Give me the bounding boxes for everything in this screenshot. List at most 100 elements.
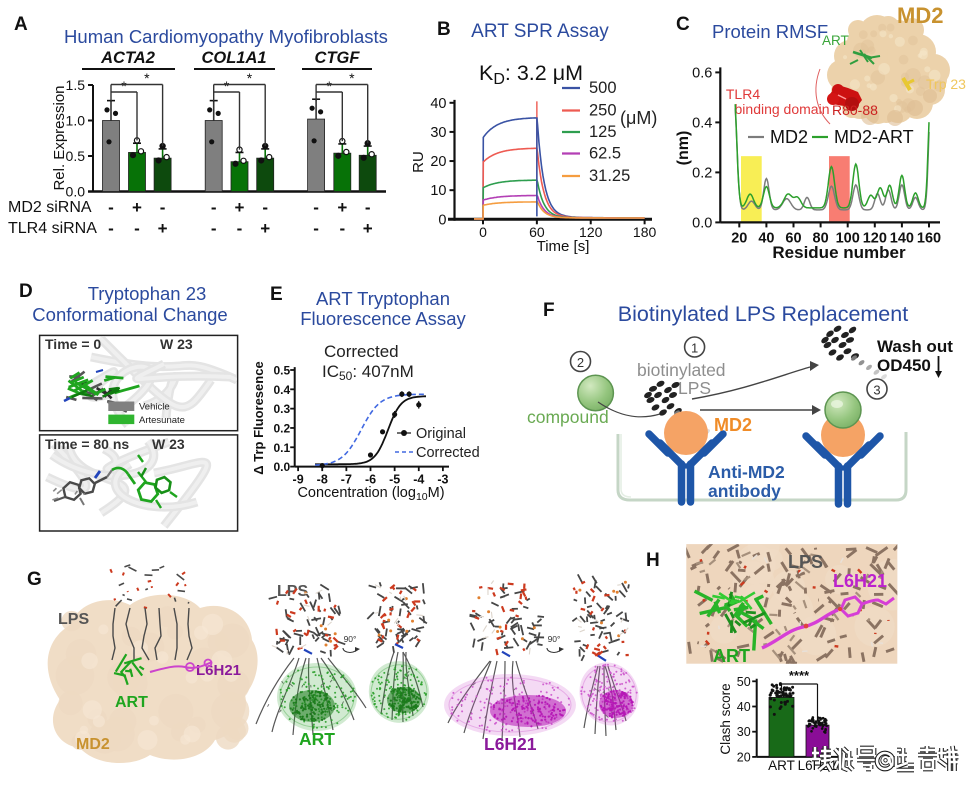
- svg-text:62.5: 62.5: [589, 145, 621, 163]
- svg-text:-: -: [339, 219, 345, 238]
- svg-text:40: 40: [737, 700, 751, 714]
- svg-text:*: *: [121, 78, 127, 94]
- svg-text:MD2-ART: MD2-ART: [834, 127, 914, 147]
- svg-text:TLR4 siRNA: TLR4 siRNA: [8, 220, 97, 237]
- svg-text:MD2 siRNA: MD2 siRNA: [8, 199, 92, 216]
- svg-text:2: 2: [577, 355, 584, 370]
- svg-text:Corrected: Corrected: [416, 445, 480, 461]
- svg-text:L6H21: L6H21: [833, 571, 887, 591]
- svg-text:0.3: 0.3: [274, 402, 291, 416]
- svg-text:MD2: MD2: [897, 3, 943, 28]
- svg-text:+: +: [260, 219, 270, 238]
- svg-text:H: H: [646, 550, 660, 571]
- svg-text:G: G: [27, 569, 42, 590]
- svg-text:binding domain: binding domain: [735, 101, 830, 117]
- svg-text:Biotinylated LPS Replacement: Biotinylated LPS Replacement: [618, 302, 908, 326]
- svg-text:30: 30: [430, 125, 446, 141]
- svg-text:90°: 90°: [548, 634, 561, 644]
- svg-text:0.0: 0.0: [692, 215, 712, 231]
- svg-text:*: *: [349, 70, 355, 86]
- svg-text:ART Tryptophan: ART Tryptophan: [316, 288, 450, 309]
- svg-text:Vehicle: Vehicle: [139, 402, 170, 413]
- svg-text:Original: Original: [416, 426, 466, 442]
- svg-text:0.2: 0.2: [692, 165, 712, 181]
- svg-text:250: 250: [589, 102, 617, 120]
- svg-text:E: E: [270, 284, 283, 305]
- svg-text:180: 180: [633, 224, 657, 240]
- svg-text:20: 20: [737, 750, 751, 764]
- svg-text:antibody: antibody: [708, 481, 781, 501]
- svg-text:Anti-MD2: Anti-MD2: [708, 462, 785, 482]
- svg-text:Time = 0: Time = 0: [45, 336, 101, 352]
- svg-text:A: A: [14, 14, 28, 35]
- svg-text:TLR4: TLR4: [726, 86, 760, 102]
- svg-text:LPS: LPS: [277, 583, 308, 600]
- svg-text:0: 0: [479, 224, 487, 240]
- svg-text:+: +: [235, 198, 245, 217]
- svg-text:(μM): (μM): [620, 108, 657, 128]
- svg-text:compound: compound: [527, 407, 609, 427]
- svg-text:125: 125: [589, 123, 617, 141]
- svg-text:COL1A1: COL1A1: [201, 49, 266, 67]
- svg-text:-: -: [365, 198, 371, 217]
- svg-text:ART: ART: [822, 33, 849, 48]
- svg-text:160: 160: [917, 230, 941, 246]
- svg-text:*: *: [144, 70, 150, 86]
- svg-text:*: *: [326, 78, 332, 94]
- svg-text:3: 3: [873, 383, 880, 398]
- svg-text:10: 10: [430, 183, 446, 199]
- svg-text:LPS: LPS: [678, 378, 711, 398]
- svg-text:-: -: [211, 219, 217, 238]
- svg-text:ACTA2: ACTA2: [100, 49, 155, 67]
- svg-text:B: B: [437, 19, 451, 40]
- svg-text:Time = 80 ns: Time = 80 ns: [45, 436, 129, 452]
- svg-text:90°: 90°: [344, 634, 357, 644]
- svg-text:20: 20: [430, 154, 446, 170]
- svg-text:0.0: 0.0: [66, 184, 86, 200]
- svg-text:40: 40: [430, 96, 446, 112]
- svg-text:-: -: [211, 198, 217, 217]
- svg-text:0.0: 0.0: [274, 460, 291, 474]
- svg-text:0.2: 0.2: [274, 421, 291, 435]
- svg-text:30: 30: [737, 725, 751, 739]
- svg-text:50: 50: [737, 675, 751, 689]
- svg-text:-: -: [108, 219, 114, 238]
- svg-text:Protein RMSF: Protein RMSF: [712, 21, 828, 42]
- svg-text:+: +: [132, 198, 142, 217]
- svg-text:Residue number: Residue number: [772, 243, 906, 262]
- svg-text:Time [s]: Time [s]: [537, 238, 590, 255]
- svg-text:IC50: 407nM: IC50: 407nM: [322, 362, 414, 383]
- svg-text:ART SPR Assay: ART SPR Assay: [471, 21, 609, 42]
- svg-text:Rel. Expression: Rel. Expression: [51, 85, 68, 190]
- svg-text:Human Cardiomyopathy Myofibrob: Human Cardiomyopathy Myofibroblasts: [64, 26, 388, 47]
- svg-text:0: 0: [438, 212, 446, 228]
- svg-text:-: -: [134, 219, 140, 238]
- svg-text:Artesunate: Artesunate: [139, 415, 185, 426]
- svg-text:-: -: [237, 219, 243, 238]
- svg-text:LPS: LPS: [58, 611, 89, 628]
- svg-text:31.25: 31.25: [589, 167, 630, 185]
- svg-text:ART: ART: [713, 646, 750, 666]
- svg-text:ART: ART: [768, 758, 795, 773]
- svg-text:Conformational Change: Conformational Change: [32, 304, 227, 325]
- svg-text:1.5: 1.5: [66, 77, 86, 93]
- svg-text:(nm): (nm): [675, 131, 692, 166]
- svg-text:D: D: [19, 281, 33, 302]
- svg-text:Trp 23: Trp 23: [926, 76, 966, 92]
- svg-text:ART: ART: [115, 694, 148, 711]
- svg-text:Wash out: Wash out: [877, 337, 953, 356]
- svg-text:Clash score: Clash score: [718, 683, 733, 754]
- svg-text:R80-88: R80-88: [832, 102, 878, 118]
- svg-text:L6H21: L6H21: [484, 734, 537, 754]
- svg-text:-: -: [313, 198, 319, 217]
- svg-text:C: C: [676, 14, 690, 35]
- svg-text:1.0: 1.0: [66, 113, 86, 129]
- svg-text:LPS: LPS: [788, 552, 823, 572]
- svg-text:L6H21: L6H21: [196, 662, 241, 679]
- svg-text:1: 1: [691, 341, 698, 356]
- svg-text:0.1: 0.1: [274, 441, 291, 455]
- svg-text:Tryptophan 23: Tryptophan 23: [88, 283, 207, 304]
- svg-text:OD450: OD450: [877, 356, 931, 375]
- svg-text:MD2: MD2: [714, 415, 752, 435]
- svg-text:MD2: MD2: [76, 736, 110, 753]
